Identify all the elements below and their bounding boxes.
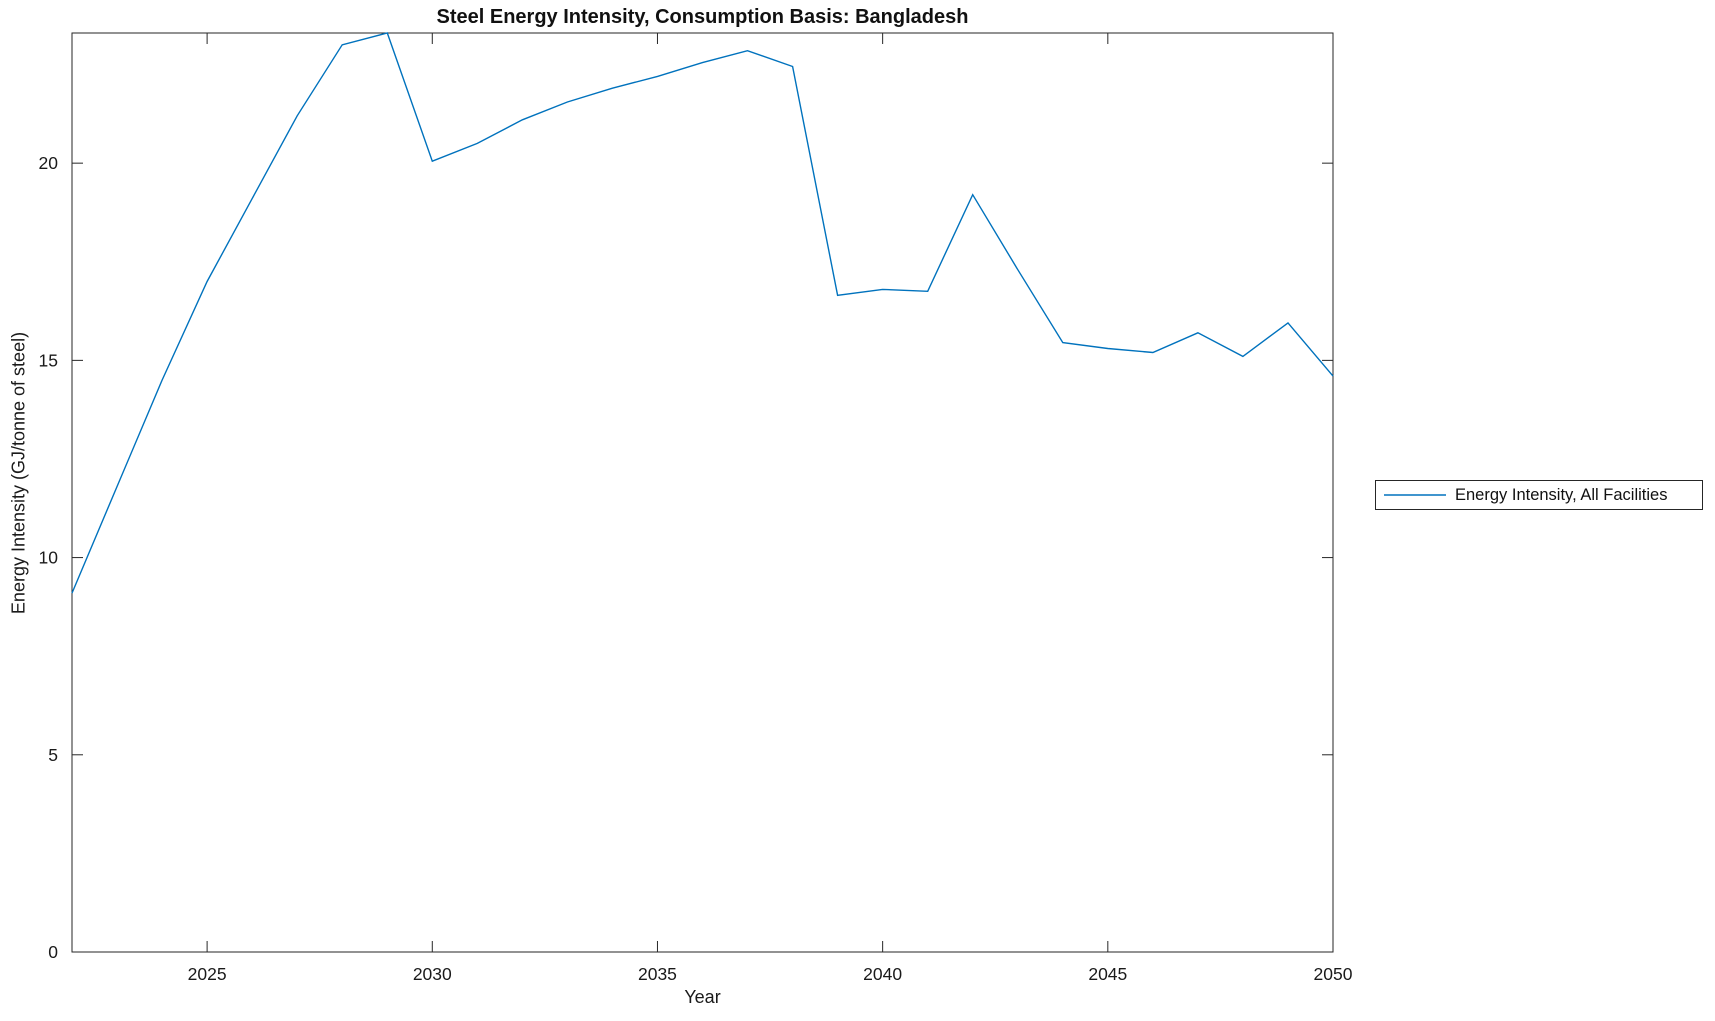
legend-label: Energy Intensity, All Facilities	[1455, 485, 1668, 504]
series-line-Energy Intensity, All Facilities	[71, 32, 1334, 594]
x-axis-label: Year	[684, 987, 721, 1007]
x-tick-label: 2030	[413, 964, 452, 984]
y-tick-label: 0	[48, 942, 58, 962]
y-tick-label: 10	[39, 548, 59, 568]
x-tick-label: 2045	[1088, 964, 1127, 984]
legend: Energy Intensity, All Facilities	[1375, 480, 1703, 510]
x-tick-label: 2025	[188, 964, 227, 984]
axes-box	[71, 32, 1334, 953]
x-tick-label: 2035	[638, 964, 677, 984]
y-axis-label: Energy Intensity (GJ/tonne of steel)	[8, 331, 29, 615]
chart-title: Steel Energy Intensity, Consumption Basi…	[436, 6, 969, 28]
legend-line-sample	[1384, 494, 1446, 496]
x-tick-label: 2050	[1314, 964, 1353, 984]
y-tick-label: 20	[39, 153, 59, 173]
y-tick-label: 15	[39, 350, 58, 370]
y-tick-label: 5	[48, 745, 58, 765]
x-tick-label: 2040	[863, 964, 902, 984]
